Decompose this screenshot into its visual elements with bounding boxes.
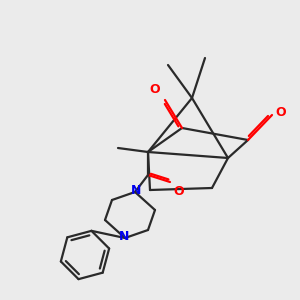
Text: O: O bbox=[149, 83, 160, 96]
Text: O: O bbox=[275, 106, 286, 119]
Text: O: O bbox=[173, 185, 184, 198]
Text: N: N bbox=[131, 184, 141, 197]
Text: N: N bbox=[119, 230, 129, 244]
